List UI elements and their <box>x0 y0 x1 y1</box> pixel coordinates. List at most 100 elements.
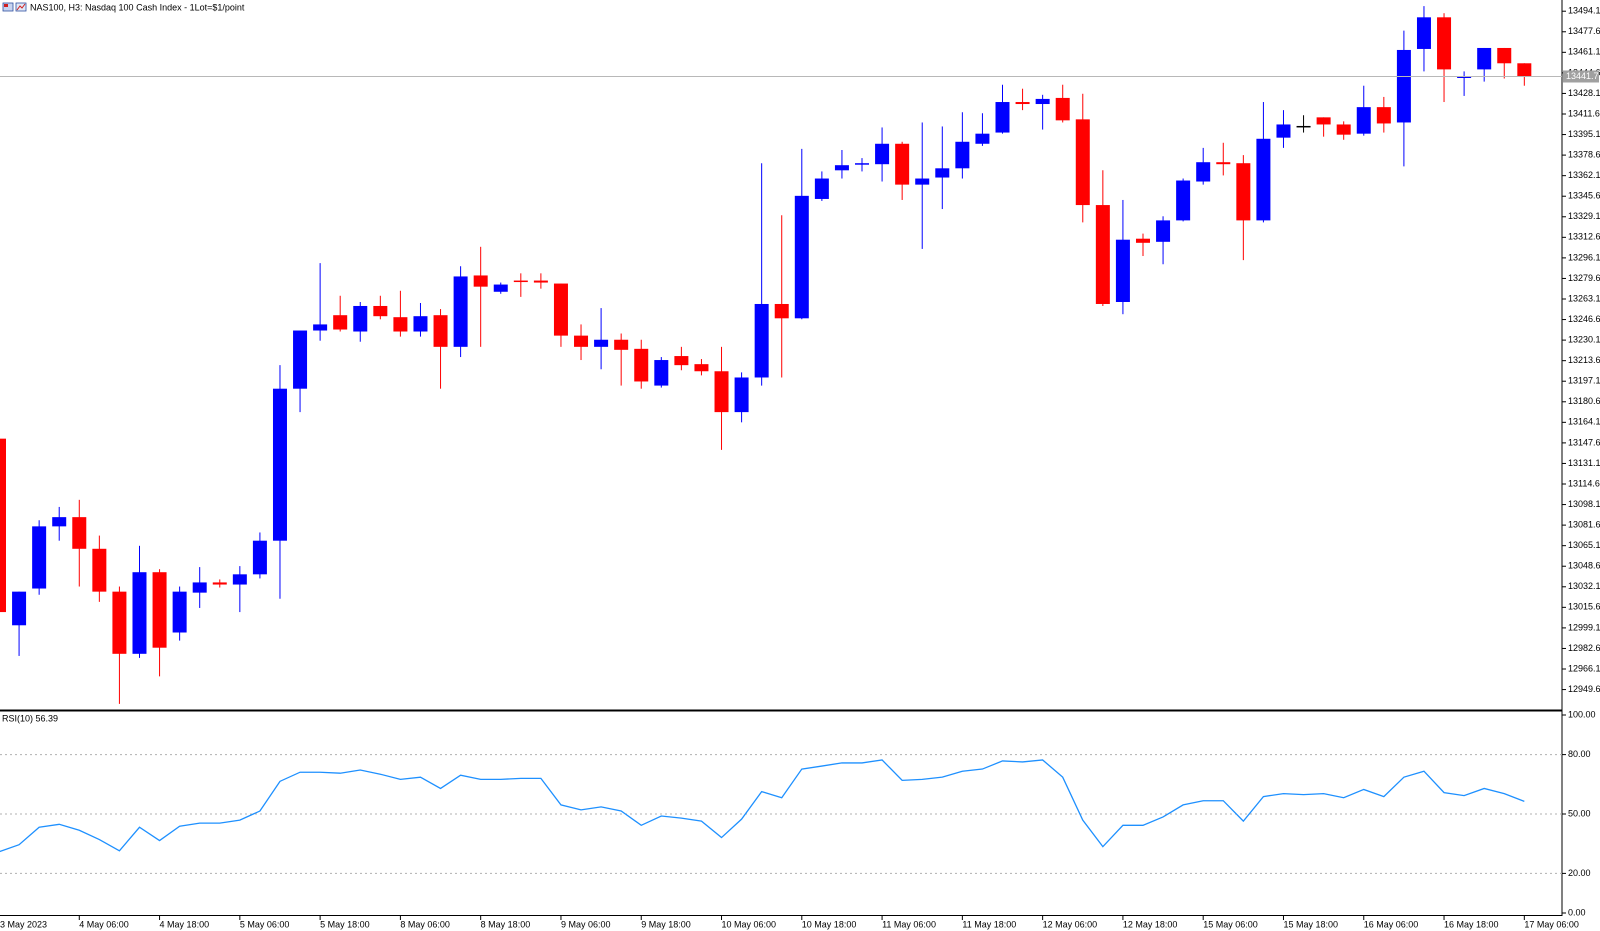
x-tick-label: 11 May 18:00 <box>962 919 1016 929</box>
y-tick-label: 13279.6 <box>1568 273 1600 283</box>
candle-body <box>674 356 689 366</box>
y-tick-label: 13329.1 <box>1568 211 1600 221</box>
x-tick-label: 9 May 06:00 <box>561 919 611 929</box>
symbol-icons <box>2 2 27 12</box>
y-tick-label: 13312.6 <box>1568 232 1600 242</box>
x-tick-label: 3 May 2023 <box>0 919 47 929</box>
candle-body <box>734 377 749 413</box>
y-tick-label: 13164.1 <box>1568 417 1600 427</box>
candle-body <box>1517 63 1532 77</box>
candle-body <box>694 364 709 372</box>
candle-body <box>1477 47 1492 70</box>
candle-body <box>855 163 870 165</box>
y-tick-label: 13345.6 <box>1568 191 1600 201</box>
candle-body <box>935 168 950 178</box>
candle-body <box>252 540 267 575</box>
y-tick-label: 50.00 <box>1568 808 1591 818</box>
candle-body <box>1156 220 1171 242</box>
candle-body <box>1055 97 1070 121</box>
y-tick-label: 13114.6 <box>1568 478 1600 488</box>
y-tick-label: 12949.6 <box>1568 684 1600 694</box>
y-tick-label: 13180.6 <box>1568 396 1600 406</box>
last-price-label: 13441.7 <box>1566 71 1599 81</box>
y-tick-label: 80.00 <box>1568 749 1591 759</box>
candle-body <box>995 102 1010 133</box>
candle-body <box>1396 49 1411 123</box>
x-tick-label: 4 May 06:00 <box>79 919 129 929</box>
candle-body <box>192 582 207 593</box>
candle-body <box>794 195 809 319</box>
candle-body <box>1236 163 1251 221</box>
rsi-line <box>0 759 1525 853</box>
candle-body <box>1416 17 1431 49</box>
x-tick-label: 15 May 06:00 <box>1203 919 1258 929</box>
y-tick-label: 13213.6 <box>1568 355 1600 365</box>
candle-body <box>1015 102 1030 105</box>
candle-body <box>1256 138 1271 221</box>
last-price-box <box>1563 70 1599 83</box>
candle-body <box>433 315 448 347</box>
candle-body <box>975 133 990 144</box>
x-tick-label: 4 May 18:00 <box>160 919 210 929</box>
indicator-title: RSI(10) 56.39 <box>2 713 58 723</box>
y-tick-label: 13230.1 <box>1568 334 1600 344</box>
candle-body <box>132 572 147 654</box>
y-tick-label: 13494.1 <box>1568 6 1600 16</box>
y-tick-label: 13411.6 <box>1568 108 1600 118</box>
candle-body <box>895 143 910 185</box>
y-tick-label: 13147.6 <box>1568 437 1600 447</box>
candle-body <box>1035 98 1050 105</box>
candle-body <box>172 591 187 633</box>
y-tick-label: 13395.1 <box>1568 129 1600 139</box>
candle-body <box>955 141 970 169</box>
y-tick-label: 13246.6 <box>1568 314 1600 324</box>
y-tick-label: 13477.6 <box>1568 26 1600 36</box>
candle-body <box>1356 107 1371 134</box>
x-tick-label: 11 May 06:00 <box>882 919 936 929</box>
y-tick-label: 13065.1 <box>1568 540 1600 550</box>
candle-body <box>553 283 568 336</box>
candle-body <box>453 276 468 347</box>
plot-area <box>0 6 1562 874</box>
x-tick-label: 10 May 06:00 <box>722 919 777 929</box>
x-tick-label: 8 May 06:00 <box>400 919 450 929</box>
candle-body <box>1216 162 1231 165</box>
candle-body <box>1296 125 1311 128</box>
x-tick-label: 16 May 06:00 <box>1364 919 1419 929</box>
candle-body <box>1497 47 1512 64</box>
x-tick-label: 12 May 06:00 <box>1043 919 1098 929</box>
x-tick-label: 9 May 18:00 <box>641 919 691 929</box>
y-tick-label: 13263.1 <box>1568 293 1600 303</box>
y-tick-label: 100.00 <box>1568 709 1596 719</box>
candle-body <box>634 348 649 382</box>
candle-body <box>1095 205 1110 304</box>
candle-body <box>714 371 729 413</box>
chart-title: NAS100, H3: Nasdaq 100 Cash Index - 1Lot… <box>30 2 245 12</box>
candle-body <box>1075 119 1090 206</box>
x-tick-label: 5 May 18:00 <box>320 919 370 929</box>
x-tick-label: 16 May 18:00 <box>1444 919 1499 929</box>
y-tick-label: 20.00 <box>1568 868 1591 878</box>
candle-body <box>614 339 629 350</box>
candle-body <box>293 330 308 389</box>
y-tick-label: 12999.1 <box>1568 622 1600 632</box>
y-tick-label: 0.00 <box>1568 907 1586 917</box>
x-tick-label: 8 May 18:00 <box>481 919 531 929</box>
candle-body <box>152 572 167 648</box>
candle-body <box>1376 107 1391 124</box>
candle-body <box>313 324 328 331</box>
y-tick-label: 13081.6 <box>1568 519 1600 529</box>
y-tick-label: 13378.6 <box>1568 149 1600 159</box>
candle-body <box>594 339 609 347</box>
candle-body <box>0 438 6 613</box>
candle-body <box>1276 124 1291 138</box>
candle-body <box>413 316 428 332</box>
candle-body <box>654 360 669 386</box>
candle-body <box>1457 76 1472 78</box>
y-tick-label: 13428.1 <box>1568 88 1600 98</box>
candle-body <box>72 517 87 549</box>
candle-body <box>12 591 27 626</box>
candle-body <box>1316 117 1331 125</box>
y-tick-label: 13032.1 <box>1568 581 1600 591</box>
